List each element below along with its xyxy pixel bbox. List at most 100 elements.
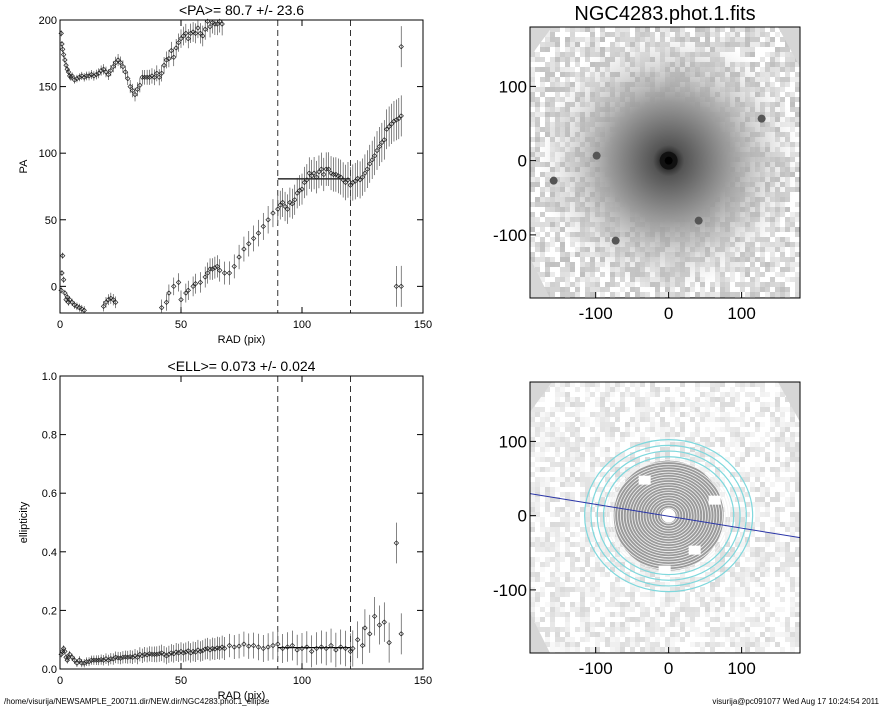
image-pixel [540,422,545,427]
image-pixel [580,472,585,477]
image-pixel [755,37,760,42]
image-pixel [715,437,720,442]
image-pixel [745,467,750,472]
image-pixel [750,492,755,497]
image-pixel [775,72,780,77]
image-pixel [545,72,550,77]
image-pixel [660,442,665,447]
image-pixel [795,107,800,112]
data-point [105,296,112,303]
image-pixel [580,57,585,62]
image-pixel [785,497,790,502]
image-pixel [640,432,645,437]
image-pixel [665,447,670,452]
image-pixel [585,477,590,482]
image-pixel [680,382,685,387]
data-point [255,644,262,650]
data-point [69,73,75,79]
image-pixel [655,452,660,457]
image-pixel [535,122,540,127]
image-pixel [570,32,575,37]
data-point [236,254,242,260]
image-pixel [545,427,550,432]
image-pixel [585,427,590,432]
image-pixel [600,32,605,37]
image-pixel [615,282,620,287]
image-pixel [725,442,730,447]
data-point [376,143,383,150]
data-point [250,642,257,649]
image-pixel [660,412,665,417]
image-pixel [765,442,770,447]
image-pixel [615,412,620,417]
image-pixel [780,57,785,62]
image-pixel [775,397,780,402]
image-pixel [770,497,775,502]
image-pixel [660,447,665,452]
image-pixel [735,37,740,42]
image-pixel [530,127,535,132]
image-pixel [750,427,755,432]
image-pixel [725,407,730,412]
image-pixel [760,472,765,477]
image-pixel [560,442,565,447]
image-pixel [555,87,560,92]
image-pixel [700,402,705,407]
image-pixel [790,437,795,442]
image-pixel [530,172,535,177]
image-pixel [785,452,790,457]
data-point [342,179,349,186]
image-pixel [615,397,620,402]
image-pixel [530,222,535,227]
data-point [156,651,162,657]
image-pixel [795,272,800,277]
data-point [185,287,191,294]
image-pixel [775,77,780,82]
image-pixel [680,292,685,297]
image-pixel [760,382,765,387]
data-point [342,645,349,652]
image-pixel [780,67,785,72]
image-pixel [795,227,800,232]
image-pixel [660,392,665,397]
image-pixel [790,72,795,77]
image-pixel [580,492,585,497]
x-tick-label: 0 [664,304,673,323]
data-point [166,290,172,296]
image-pixel [770,392,775,397]
data-point [66,296,73,303]
image-pixel [615,427,620,432]
y-tick-label: 200 [39,15,57,27]
data-point [158,304,165,311]
image-pixel [775,42,780,47]
image-pixel [550,432,555,437]
y-axis-label: PA [18,159,30,174]
image-pixel [775,427,780,432]
image-pixel [765,487,770,492]
data-point [308,173,315,179]
image-pixel [570,262,575,267]
data-point [137,651,143,658]
image-pixel [600,292,605,297]
image-pixel [720,422,725,427]
image-pixel [635,412,640,417]
image-pixel [570,52,575,57]
image-pixel [570,387,575,392]
image-pixel [555,467,560,472]
image-pixel [595,457,600,462]
image-pixel [550,402,555,407]
image-pixel [535,472,540,477]
image-pixel [640,417,645,422]
image-pixel [740,382,745,387]
image-pixel [545,92,550,97]
image-pixel [555,262,560,267]
image-pixel [535,177,540,182]
image-pixel [530,417,535,422]
image-pixel [795,212,800,217]
image-pixel [670,432,675,437]
image-pixel [635,387,640,392]
image-pixel [530,77,535,82]
data-point [63,62,69,68]
image-pixel [680,432,685,437]
